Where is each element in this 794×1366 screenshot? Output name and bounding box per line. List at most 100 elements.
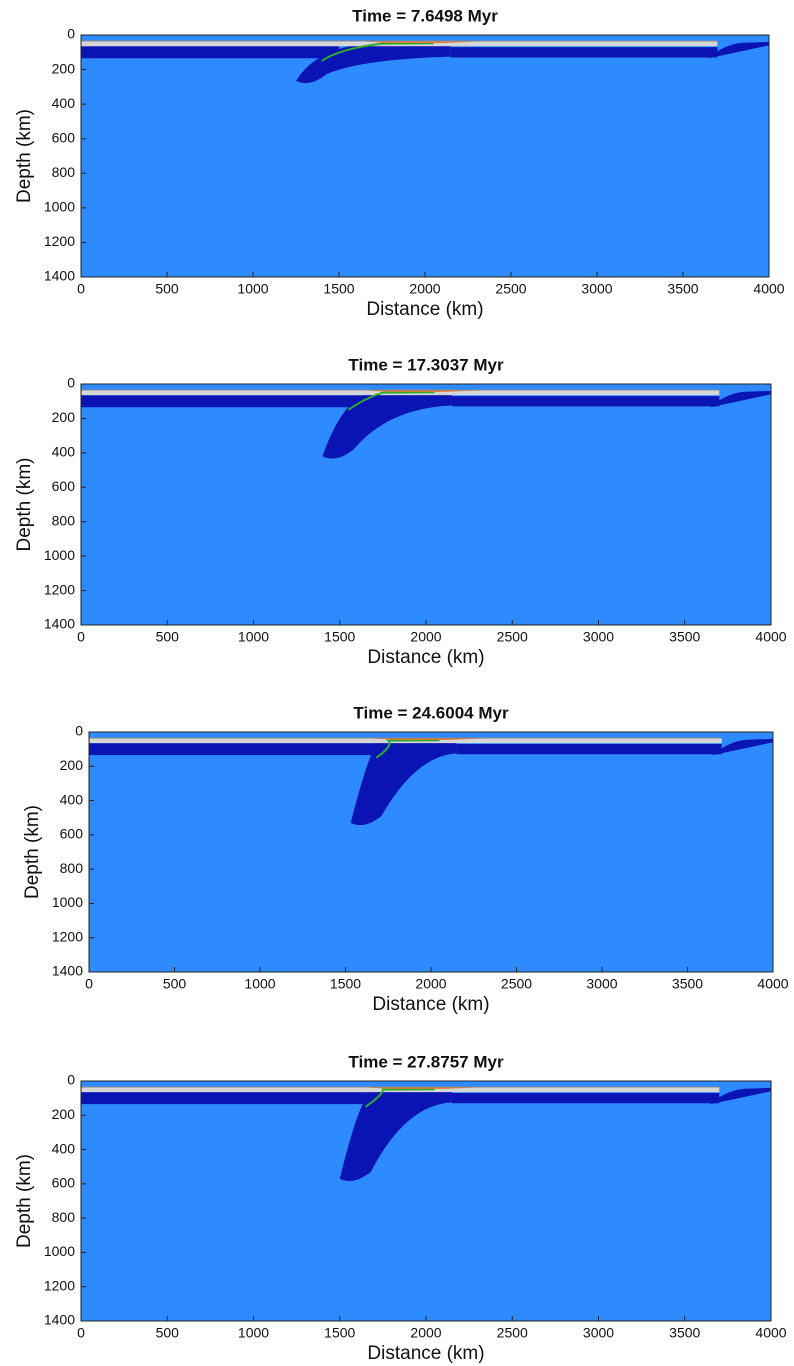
- slab: [350, 739, 457, 826]
- margin: [713, 738, 773, 756]
- y-tick-label: 1400: [44, 616, 75, 632]
- y-tick-label: 200: [52, 409, 76, 425]
- y-tick-label: 1200: [44, 1277, 75, 1293]
- y-tick-label: 1000: [44, 199, 75, 215]
- left-plate: [89, 743, 394, 756]
- y-tick-label: 800: [52, 512, 76, 528]
- y-tick-label: 1400: [44, 1312, 75, 1328]
- x-tick-label: 0: [77, 1325, 85, 1341]
- x-axis-label: Distance (km): [367, 647, 484, 668]
- x-tick-label: 3000: [583, 629, 614, 645]
- y-tick-label: 400: [52, 95, 76, 111]
- x-tick-label: 1000: [238, 1325, 269, 1341]
- chart-title: Time = 27.8757 Myr: [348, 1052, 504, 1071]
- x-tick-label: 1000: [237, 281, 268, 297]
- chart-title: Time = 17.3037 Myr: [348, 355, 504, 374]
- x-tick-label: 2000: [409, 281, 440, 297]
- x-tick-label: 3500: [672, 976, 703, 992]
- x-axis-label: Distance (km): [372, 994, 489, 1015]
- y-tick-label: 1200: [44, 581, 75, 597]
- y-axis-label: Depth (km): [14, 109, 35, 203]
- chart-title: Time = 7.6498 Myr: [352, 6, 498, 25]
- mantle: [81, 1081, 771, 1321]
- y-tick-label: 800: [60, 860, 84, 876]
- y-axis-label: Depth (km): [14, 458, 35, 552]
- x-tick-label: 2500: [501, 976, 532, 992]
- sediment: [375, 739, 440, 759]
- y-tick-label: 600: [52, 129, 76, 145]
- x-tick-label: 1500: [324, 629, 355, 645]
- x-tick-label: 3500: [669, 629, 700, 645]
- sediment: [365, 1088, 435, 1108]
- y-tick-label: 400: [52, 444, 76, 460]
- y-tick-label: 600: [52, 1175, 76, 1191]
- x-tick-label: 500: [163, 976, 187, 992]
- mantle: [81, 35, 769, 277]
- y-tick-label: 400: [52, 1140, 76, 1156]
- x-tick-label: 500: [156, 1325, 180, 1341]
- x-tick-label: 3000: [581, 281, 612, 297]
- slab: [339, 1088, 452, 1182]
- melt: [365, 390, 478, 392]
- x-tick-label: 1500: [330, 976, 361, 992]
- y-tick-label: 0: [75, 723, 83, 739]
- mantle: [89, 732, 773, 972]
- left-plate: [81, 46, 339, 59]
- y-tick-label: 1000: [52, 894, 83, 910]
- x-tick-label: 1000: [238, 629, 269, 645]
- y-tick-label: 200: [52, 1106, 76, 1122]
- y-tick-label: 1200: [44, 233, 75, 249]
- x-tick-label: 0: [77, 629, 85, 645]
- left-plate: [81, 1092, 383, 1105]
- x-tick-label: 2000: [415, 976, 446, 992]
- margin: [710, 1087, 771, 1105]
- right-plate: [450, 47, 718, 58]
- y-tick-label: 200: [60, 757, 84, 773]
- y-tick-label: 0: [67, 26, 75, 42]
- y-tick-label: 1200: [52, 928, 83, 944]
- x-tick-label: 1000: [244, 976, 275, 992]
- y-tick-label: 1400: [44, 268, 75, 284]
- x-tick-label: 4000: [757, 976, 788, 992]
- y-tick-label: 0: [67, 375, 75, 391]
- x-tick-label: 3000: [586, 976, 617, 992]
- x-tick-label: 3500: [669, 1325, 700, 1341]
- x-tick-label: 0: [77, 281, 85, 297]
- melt: [364, 41, 477, 43]
- x-tick-label: 4000: [755, 629, 786, 645]
- margin: [708, 41, 769, 59]
- x-tick-label: 3000: [583, 1325, 614, 1341]
- x-tick-label: 2000: [410, 1325, 441, 1341]
- slab: [322, 391, 452, 459]
- melt: [371, 738, 483, 740]
- x-tick-label: 3500: [667, 281, 698, 297]
- y-tick-label: 1000: [44, 1243, 75, 1259]
- right-plate: [456, 744, 722, 755]
- y-tick-label: 600: [60, 826, 84, 842]
- sediment: [321, 42, 434, 62]
- y-tick-label: 1400: [52, 963, 83, 979]
- y-axis-label: Depth (km): [14, 1154, 35, 1248]
- x-tick-label: 1500: [323, 281, 354, 297]
- right-plate: [451, 1093, 720, 1104]
- y-tick-label: 200: [52, 60, 76, 76]
- y-tick-label: 800: [52, 164, 76, 180]
- x-tick-label: 500: [155, 281, 179, 297]
- sediment: [347, 391, 435, 411]
- x-tick-label: 0: [85, 976, 93, 992]
- y-tick-label: 600: [52, 478, 76, 494]
- mantle: [81, 384, 771, 625]
- x-tick-label: 2500: [495, 281, 526, 297]
- x-tick-label: 4000: [755, 1325, 786, 1341]
- slab: [296, 42, 451, 84]
- right-plate: [451, 396, 720, 407]
- x-tick-label: 500: [156, 629, 180, 645]
- margin: [710, 390, 771, 408]
- y-tick-label: 400: [60, 791, 84, 807]
- y-tick-label: 1000: [44, 547, 75, 563]
- left-plate: [81, 395, 366, 408]
- y-tick-label: 0: [67, 1072, 75, 1088]
- melt: [365, 1087, 478, 1089]
- x-tick-label: 2000: [410, 629, 441, 645]
